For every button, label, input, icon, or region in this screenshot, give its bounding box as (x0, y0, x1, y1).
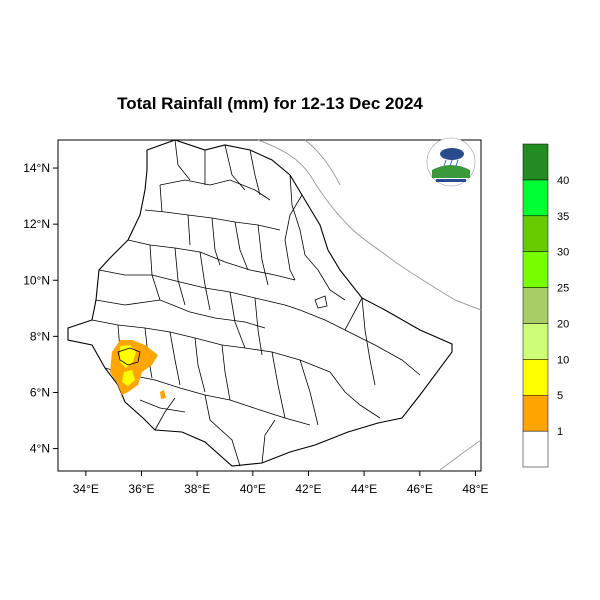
x-tick-label: 48°E (462, 482, 488, 496)
legend-swatch (522, 323, 549, 360)
legend-swatch (522, 359, 549, 396)
legend-label: 25 (557, 283, 569, 295)
legend-swatch (522, 394, 549, 432)
map-title: Total Rainfall (mm) for 12-13 Dec 2024 (117, 94, 423, 113)
legend-label: 5 (557, 390, 563, 402)
x-tick-label: 36°E (128, 482, 154, 496)
legend-swatch (522, 287, 549, 324)
x-tick-label: 44°E (351, 482, 377, 496)
x-tick-label: 34°E (73, 482, 99, 496)
x-tick-label: 46°E (407, 482, 433, 496)
legend-swatch (522, 430, 549, 468)
legend-label: 35 (557, 211, 569, 223)
x-tick-label: 42°E (295, 482, 321, 496)
x-tick-label: 38°E (184, 482, 210, 496)
y-tick-label: 14°N (23, 161, 50, 175)
rainfall-shading (110, 340, 166, 399)
x-tick-label: 40°E (240, 482, 266, 496)
rainfall-area-1-5mm-small (160, 390, 166, 399)
neighbor-borders (257, 139, 482, 471)
legend-label: 1 (557, 426, 563, 438)
legend-label: 10 (557, 354, 569, 366)
legend-swatch (522, 215, 549, 252)
y-tick-label: 12°N (23, 217, 50, 231)
rainfall-subzone-boundary (117, 347, 141, 366)
y-axis-ticks: 4°N 6°N 8°N 10°N 12°N 14°N (23, 161, 58, 456)
rainfall-area-5-10mm-b (122, 370, 135, 386)
ethiopian-meteorology-institute-logo-icon (426, 137, 476, 187)
y-tick-label: 4°N (30, 442, 50, 456)
legend-label: 30 (557, 247, 569, 259)
zone-boundaries (91, 139, 421, 467)
y-tick-label: 8°N (30, 329, 50, 343)
legend-label: 40 (557, 175, 569, 187)
y-tick-label: 6°N (30, 385, 50, 399)
legend: 1 5 10 20 25 30 35 40 (522, 143, 569, 468)
legend-swatch (522, 143, 549, 181)
legend-label: 20 (557, 318, 569, 330)
legend-swatch (522, 251, 549, 288)
x-axis-ticks: 34°E 36°E 38°E 40°E 42°E 44°E 46°E 48°E (73, 471, 489, 496)
legend-swatch (522, 179, 549, 217)
y-tick-label: 10°N (23, 273, 50, 287)
